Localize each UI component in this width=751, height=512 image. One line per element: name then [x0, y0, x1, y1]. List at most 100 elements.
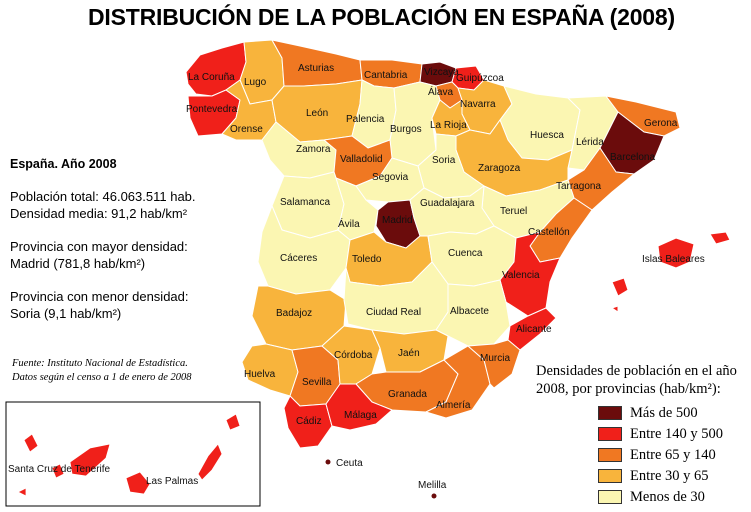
label-malaga: Málaga — [344, 410, 377, 421]
label-teruel: Teruel — [500, 206, 527, 217]
label-ceuta: Ceuta — [336, 458, 363, 469]
island-gran-canaria — [125, 471, 151, 495]
label-alicante: Alicante — [516, 324, 552, 335]
label-cadiz: Cádiz — [296, 416, 322, 427]
island-el-hierro — [17, 487, 27, 497]
legend-label: Menos de 30 — [630, 488, 705, 505]
label-burgos: Burgos — [390, 124, 422, 135]
province-cadiz — [283, 395, 333, 449]
label-huelva: Huelva — [244, 369, 276, 380]
label-murcia: Murcia — [480, 353, 510, 364]
province-murcia — [467, 339, 521, 389]
legend-label: Entre 65 y 140 — [630, 446, 716, 463]
label-segovia: Segovia — [372, 172, 409, 183]
province-caceres — [257, 205, 351, 295]
island-fuerteventura — [197, 443, 223, 481]
info-heading: España. Año 2008 — [10, 157, 117, 171]
label-jaen: Jaén — [398, 348, 420, 359]
label-guadalajara: Guadalajara — [420, 198, 475, 209]
legend-item: Entre 65 y 140 — [598, 446, 716, 464]
canary-inset-frame — [5, 401, 261, 507]
label-ciudad-real: Ciudad Real — [366, 307, 421, 318]
ceuta-dot — [325, 459, 331, 465]
melilla-dot — [431, 493, 437, 499]
legend-title-line-1: Densidades de población en el año — [536, 363, 737, 379]
label-vizcaya: Vizcaya — [424, 67, 459, 78]
info-min-label: Provincia con menor densidad: — [10, 289, 189, 304]
label-las-palmas: Las Palmas — [146, 476, 198, 487]
label-soria: Soria — [432, 155, 456, 166]
label-zamora: Zamora — [296, 144, 331, 155]
legend-swatch — [598, 427, 622, 441]
label-cordoba: Córdoba — [334, 350, 373, 361]
label-asturias: Asturias — [298, 63, 334, 74]
label-salamanca: Salamanca — [280, 197, 330, 208]
source-line-1: Fuente: Instituto Nacional de Estadístic… — [12, 358, 188, 369]
label-islas-baleares: Islas Baleares — [642, 254, 705, 265]
legend-swatch — [598, 448, 622, 462]
island-formentera — [611, 305, 619, 313]
label-gerona: Gerona — [644, 118, 678, 129]
map-title: DISTRIBUCIÓN DE LA POBLACIÓN EN ESPAÑA (… — [88, 4, 675, 30]
legend-item: Entre 30 y 65 — [598, 467, 709, 485]
info-total-population: Población total: 46.063.511 hab. — [10, 189, 196, 204]
island-tenerife — [69, 443, 111, 477]
label-palencia: Palencia — [346, 114, 385, 125]
label-barcelona: Barcelona — [610, 152, 655, 163]
info-average-density: Densidad media: 91,2 hab/km² — [10, 206, 188, 221]
label-alava: Álava — [428, 85, 453, 98]
legend-item: Menos de 30 — [598, 488, 705, 506]
province-valencia — [499, 231, 561, 317]
label-almeria: Almería — [436, 400, 471, 411]
label-toledo: Toledo — [352, 254, 382, 265]
label-huesca: Huesca — [530, 130, 564, 141]
legend-title: Densidades de población en el año 2008, … — [536, 362, 737, 398]
source-line-2: Datos según el censo a 1 de enero de 200… — [12, 372, 192, 383]
info-max-value: Madrid (781,8 hab/km²) — [10, 256, 146, 271]
legend-item: Más de 500 — [598, 404, 698, 422]
label-castellon: Castellón — [528, 227, 570, 238]
label-valencia: Valencia — [502, 270, 540, 281]
label-granada: Granada — [388, 389, 427, 400]
label-santa-cruz: Santa Cruz de Tenerife — [8, 464, 111, 475]
label-orense: Orense — [230, 124, 263, 135]
island-la-gomera — [51, 463, 65, 479]
label-navarra: Navarra — [460, 99, 496, 110]
label-pontevedra: Pontevedra — [186, 104, 238, 115]
label-avila: Ávila — [338, 217, 360, 230]
label-badajoz: Badajoz — [276, 308, 312, 319]
province-islas-baleares — [657, 237, 695, 269]
label-leon: León — [306, 108, 328, 119]
label-la-rioja: La Rioja — [430, 120, 467, 131]
info-min-value: Soria (9,1 hab/km²) — [10, 306, 122, 321]
label-sevilla: Sevilla — [302, 377, 332, 388]
legend-swatch — [598, 490, 622, 504]
island-menorca — [709, 231, 731, 245]
label-cantabria: Cantabria — [364, 70, 408, 81]
legend-swatch — [598, 469, 622, 483]
label-cuenca: Cuenca — [448, 248, 483, 259]
label-lerida: Lérida — [576, 137, 604, 148]
label-tarragona: Tarragona — [556, 181, 601, 192]
label-lugo: Lugo — [244, 77, 267, 88]
label-zaragoza: Zaragoza — [478, 163, 521, 174]
label-guipuzcoa: Guipúzcoa — [456, 73, 504, 84]
legend-label: Entre 140 y 500 — [630, 425, 724, 442]
label-albacete: Albacete — [450, 306, 489, 317]
legend-title-line-2: 2008, por provincias (hab/km²): — [536, 381, 721, 397]
label-madrid: Madrid — [382, 215, 413, 226]
legend-swatch — [598, 406, 622, 420]
island-lanzarote — [225, 413, 241, 431]
label-la-coruna: La Coruña — [188, 72, 235, 83]
info-max-label: Provincia con mayor densidad: — [10, 239, 188, 254]
legend-label: Entre 30 y 65 — [630, 467, 709, 484]
label-valladolid: Valladolid — [340, 154, 383, 165]
province-malaga — [325, 383, 393, 431]
label-caceres: Cáceres — [280, 253, 317, 264]
legend-item: Entre 140 y 500 — [598, 425, 723, 443]
province-alicante — [507, 307, 557, 351]
legend-label: Más de 500 — [630, 404, 698, 421]
label-melilla: Melilla — [418, 480, 447, 491]
island-ibiza — [611, 277, 629, 297]
